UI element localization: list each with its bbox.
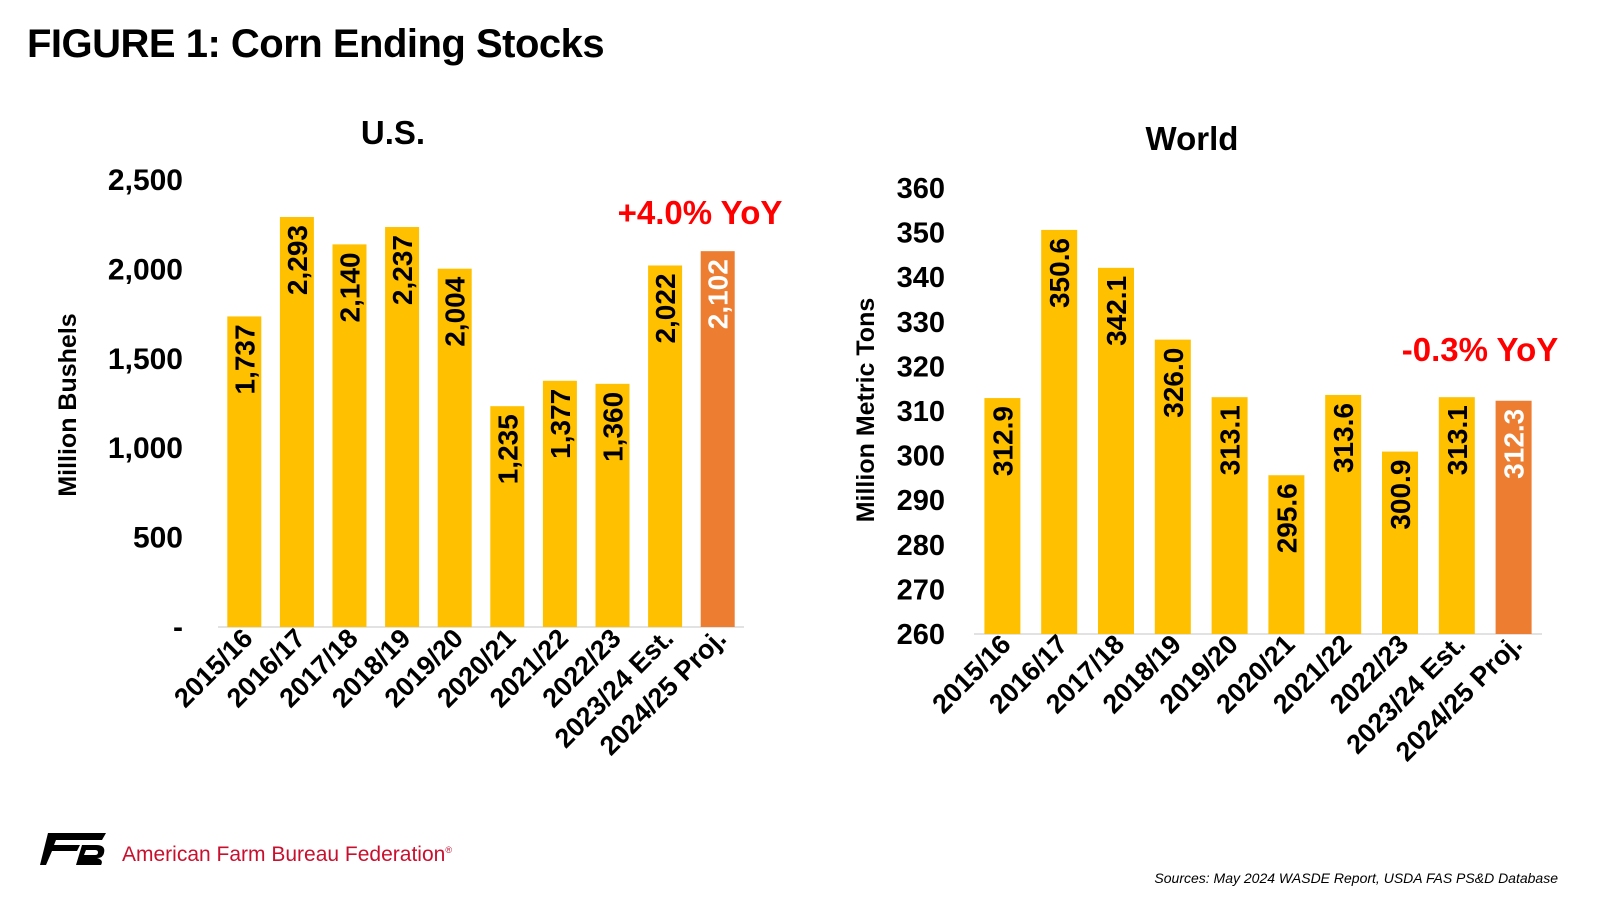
world-y-tick-label: 280 [897, 530, 945, 562]
world-bar-4 [1154, 339, 1191, 634]
us-bar-10 [700, 251, 735, 627]
us-y-tick-label: 2,500 [108, 164, 183, 197]
us-chart-title: U.S. [361, 114, 425, 151]
us-bar-value-label: 2,004 [440, 276, 471, 346]
us-bar-value-label: 1,737 [229, 324, 260, 394]
footer-organization: American Farm Bureau Federation® [122, 843, 452, 867]
world-bar-value-label: 300.9 [1385, 460, 1416, 530]
world-y-axis-label: Million Metric Tons [852, 298, 880, 523]
us-bar-6 [490, 406, 525, 627]
world-bar-6 [1268, 475, 1305, 634]
world-y-tick-label: 360 [897, 173, 945, 205]
us-bar-1 [227, 316, 262, 627]
us-bar-7 [542, 380, 577, 627]
us-bar-2 [279, 217, 314, 627]
world-y-tick-label: 330 [897, 307, 945, 339]
us-bar-4 [385, 227, 420, 627]
world-bar-2 [1041, 229, 1078, 634]
us-bar-value-label: 1,360 [598, 392, 629, 462]
organization-name: American Farm Bureau Federation [122, 843, 446, 866]
us-bar-8 [595, 383, 630, 627]
us-y-tick-label: 1,500 [108, 343, 183, 376]
world-bar-value-label: 313.1 [1442, 405, 1473, 475]
us-yoy-annotation: +4.0% YoY [618, 194, 783, 231]
world-bar-9 [1438, 397, 1475, 634]
afbf-logo-icon [40, 833, 106, 865]
world-bar-value-label: 312.3 [1499, 409, 1530, 479]
us-bar-value-label: 2,022 [650, 273, 681, 343]
world-bar-10 [1495, 400, 1532, 634]
world-chart-title: World [1146, 120, 1239, 157]
registered-mark: ® [445, 845, 452, 855]
world-y-tick-label: 290 [897, 485, 945, 517]
world-bar-1 [984, 398, 1021, 634]
world-y-tick-label: 350 [897, 218, 945, 250]
us-bar-value-label: 1,377 [545, 389, 576, 459]
us-bar-value-label: 2,140 [335, 252, 366, 322]
us-bar-value-label: 2,237 [387, 235, 418, 305]
world-bar-5 [1211, 397, 1248, 634]
world-yoy-annotation: -0.3% YoY [1402, 331, 1559, 368]
world-bar-chart: World Million Metric Tons 260 270 280 290 300 3… [852, 120, 1559, 767]
world-bar-value-label: 313.1 [1215, 405, 1246, 475]
world-bar-value-label: 350.6 [1044, 238, 1075, 308]
us-y-tick-label: 500 [133, 522, 183, 555]
world-bar-value-label: 342.1 [1101, 276, 1132, 346]
us-bar-value-label: 1,235 [492, 414, 523, 484]
us-bar-value-label: 2,102 [703, 259, 734, 329]
us-bar-value-label: 2,293 [282, 225, 313, 295]
world-bar-value-label: 326.0 [1158, 348, 1189, 418]
world-bar-8 [1382, 451, 1418, 634]
world-y-tick-label: 270 [897, 574, 945, 606]
world-y-tick-label: 300 [897, 441, 945, 473]
world-bar-7 [1325, 394, 1362, 634]
us-y-axis-label: Million Bushels [54, 313, 82, 496]
us-bar-5 [437, 268, 472, 627]
world-y-tick-label: 320 [897, 351, 945, 383]
us-bar-3 [332, 244, 367, 628]
us-bar-9 [648, 265, 683, 627]
world-y-tick-label: 260 [897, 619, 945, 651]
us-y-tick-label: 1,000 [108, 432, 183, 465]
figure-title: FIGURE 1: Corn Ending Stocks [27, 22, 605, 66]
world-y-tick-label: 340 [897, 262, 945, 294]
world-bar-value-label: 312.9 [987, 406, 1018, 476]
world-bar-value-label: 295.6 [1271, 483, 1302, 553]
us-bar-chart: U.S. Million Bushels - 500 1,000 1,500 2,000 2,… [54, 114, 783, 761]
world-y-tick-label: 310 [897, 396, 945, 428]
footer-source: Sources: May 2024 WASDE Report, USDA FAS… [1154, 870, 1558, 886]
us-y-tick-label: 2,000 [108, 253, 183, 286]
world-bar-3 [1098, 267, 1134, 634]
world-bar-value-label: 313.6 [1328, 403, 1359, 473]
us-y-tick-label: - [173, 611, 183, 644]
